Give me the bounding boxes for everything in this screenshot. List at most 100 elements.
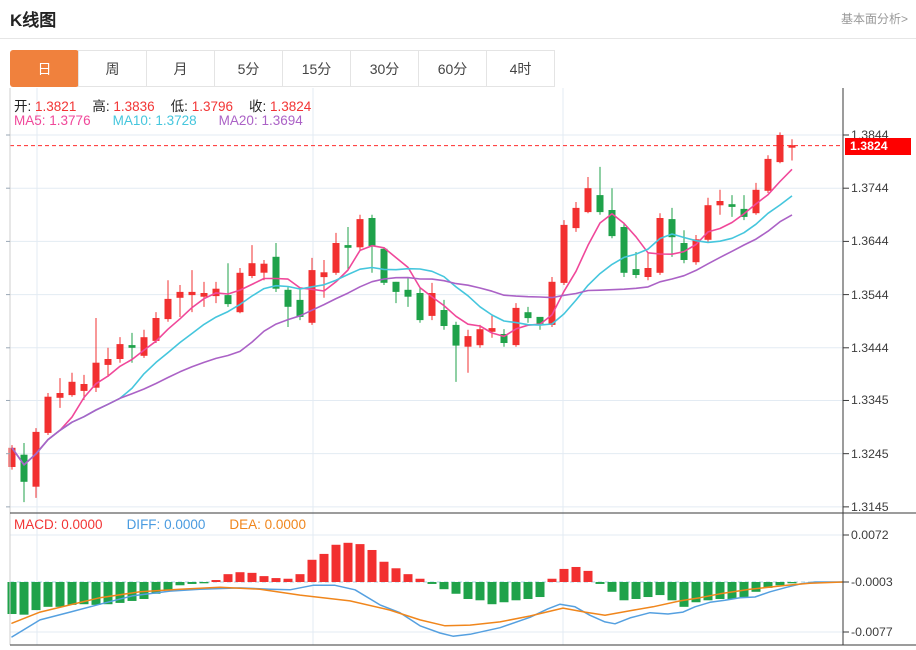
candle-body-2 bbox=[32, 431, 40, 487]
candle-body-47 bbox=[572, 207, 580, 229]
label: MACD: bbox=[14, 517, 58, 532]
macd-bar-16 bbox=[199, 582, 209, 584]
macd-bar-57 bbox=[691, 582, 701, 603]
macd-bar-0 bbox=[7, 582, 17, 615]
candle-body-13 bbox=[164, 298, 172, 320]
candle-body-53 bbox=[644, 268, 652, 277]
candle-body-62 bbox=[752, 189, 760, 214]
value: 1.3776 bbox=[49, 113, 91, 128]
candle-body-22 bbox=[272, 256, 280, 289]
candle-body-57 bbox=[692, 239, 700, 263]
candle-body-24 bbox=[296, 299, 304, 317]
candle-body-19 bbox=[236, 272, 244, 313]
candle-body-32 bbox=[392, 281, 400, 292]
tab-4时[interactable]: 4时 bbox=[486, 50, 555, 87]
macd-bar-60 bbox=[727, 582, 737, 599]
label: 开: bbox=[14, 99, 32, 114]
macd-bar-6 bbox=[79, 582, 89, 605]
label: 收: bbox=[248, 99, 267, 114]
ohlc-row-item-2: 低: 1.3796 bbox=[171, 95, 233, 115]
candle-body-11 bbox=[140, 337, 148, 356]
candle-body-38 bbox=[464, 336, 472, 347]
candle-body-33 bbox=[404, 289, 412, 297]
value: 1.3796 bbox=[191, 99, 233, 114]
candle-body-59 bbox=[716, 201, 724, 206]
macd-bar-44 bbox=[535, 582, 545, 598]
macd-bar-62 bbox=[751, 582, 761, 592]
dea-line bbox=[11, 581, 844, 627]
macd-axis-label-zero: -0.0003 bbox=[851, 575, 893, 589]
macd-bar-54 bbox=[655, 582, 665, 596]
tab-月[interactable]: 月 bbox=[146, 50, 215, 87]
macd-bar-64 bbox=[775, 582, 785, 586]
candle-body-9 bbox=[116, 344, 124, 359]
macd-bar-27 bbox=[331, 544, 341, 582]
candle-body-18 bbox=[224, 295, 232, 305]
candle-body-15 bbox=[188, 291, 196, 296]
candle-body-30 bbox=[368, 218, 376, 247]
macd-bar-49 bbox=[595, 582, 605, 584]
candle-body-5 bbox=[68, 381, 76, 396]
candle-body-28 bbox=[344, 245, 352, 248]
candle-body-55 bbox=[668, 219, 676, 238]
macd-bar-12 bbox=[151, 582, 161, 594]
macd-bar-7 bbox=[91, 582, 101, 605]
candle-body-54 bbox=[656, 218, 664, 273]
macd-bar-9 bbox=[115, 582, 125, 603]
candle-body-65 bbox=[788, 145, 796, 148]
candle-body-49 bbox=[596, 195, 604, 213]
ma-row-item-1: MA10: 1.3728 bbox=[113, 113, 197, 128]
macd-bar-21 bbox=[259, 576, 269, 582]
current-price-tag: 1.3824 bbox=[845, 138, 911, 155]
macd-bar-31 bbox=[379, 561, 389, 582]
macd-bar-8 bbox=[103, 582, 113, 605]
macd-bar-65 bbox=[787, 582, 797, 584]
macd-bar-63 bbox=[763, 582, 773, 588]
ma5-line bbox=[11, 168, 793, 466]
candle-body-60 bbox=[728, 204, 736, 207]
candle-body-34 bbox=[416, 293, 424, 321]
macd-bar-3 bbox=[43, 582, 53, 607]
macd-bar-45 bbox=[547, 578, 557, 582]
candle-body-50 bbox=[608, 210, 616, 237]
tab-60分[interactable]: 60分 bbox=[418, 50, 487, 87]
macd-bar-1 bbox=[19, 582, 29, 615]
candle-body-31 bbox=[380, 248, 388, 283]
macd-bar-43 bbox=[523, 582, 533, 599]
tab-15分[interactable]: 15分 bbox=[282, 50, 351, 87]
page-title: K线图 bbox=[10, 11, 57, 30]
ohlc-info: 开: 1.3821 高: 1.3836 低: 1.3796 收: 1.3824 bbox=[14, 95, 311, 115]
macd-bar-19 bbox=[235, 572, 245, 582]
macd-bar-4 bbox=[55, 582, 65, 607]
ma-row-item-2: MA20: 1.3694 bbox=[219, 113, 303, 128]
macd-axis-label-bottom: -0.0077 bbox=[851, 625, 893, 639]
candle-body-0 bbox=[8, 447, 16, 467]
candle-body-7 bbox=[92, 362, 100, 388]
ma-row-item-0: MA5: 1.3776 bbox=[14, 113, 91, 128]
fundamental-analysis-link[interactable]: 基本面分析> bbox=[840, 12, 908, 26]
ohlc-row-item-1: 高: 1.3836 bbox=[92, 95, 154, 115]
macd-bar-20 bbox=[247, 572, 257, 582]
candle-body-25 bbox=[308, 270, 316, 323]
candle-body-6 bbox=[80, 384, 88, 391]
macd-row-item-0: MACD: 0.0000 bbox=[14, 517, 103, 532]
macd-bar-37 bbox=[451, 582, 461, 594]
candle-body-12 bbox=[152, 318, 160, 341]
macd-bar-28 bbox=[343, 542, 353, 582]
macd-bar-41 bbox=[499, 582, 509, 603]
macd-bar-10 bbox=[127, 582, 137, 601]
candle-body-29 bbox=[356, 219, 364, 248]
tab-周[interactable]: 周 bbox=[78, 50, 147, 87]
price-axis-label-1.3145: 1.3145 bbox=[851, 499, 889, 514]
tab-日[interactable]: 日 bbox=[10, 50, 79, 87]
tab-30分[interactable]: 30分 bbox=[350, 50, 419, 87]
ma10-line bbox=[11, 195, 793, 466]
macd-bar-34 bbox=[415, 578, 425, 582]
macd-bar-55 bbox=[667, 582, 677, 601]
value: 1.3824 bbox=[270, 99, 312, 114]
tab-5分[interactable]: 5分 bbox=[214, 50, 283, 87]
macd-bar-50 bbox=[607, 582, 617, 592]
value: 1.3836 bbox=[113, 99, 155, 114]
value: 1.3821 bbox=[35, 99, 77, 114]
